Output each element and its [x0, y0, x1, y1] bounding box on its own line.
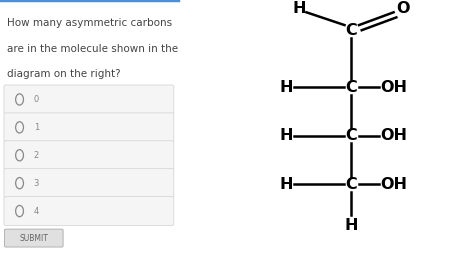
Text: are in the molecule shown in the: are in the molecule shown in the — [7, 44, 178, 54]
Text: diagram on the right?: diagram on the right? — [7, 69, 121, 79]
Text: C: C — [346, 177, 357, 192]
FancyBboxPatch shape — [4, 197, 174, 226]
FancyBboxPatch shape — [4, 113, 174, 142]
Text: 2: 2 — [34, 151, 39, 160]
Text: H: H — [279, 177, 292, 192]
FancyBboxPatch shape — [4, 85, 174, 114]
Text: SUBMIT: SUBMIT — [19, 233, 48, 243]
Text: C: C — [346, 80, 357, 94]
Text: 1: 1 — [34, 123, 39, 132]
Text: H: H — [293, 2, 306, 16]
Text: H: H — [345, 218, 358, 233]
Text: OH: OH — [380, 128, 407, 143]
FancyBboxPatch shape — [4, 169, 174, 198]
Text: H: H — [279, 128, 292, 143]
Text: C: C — [346, 23, 357, 38]
FancyBboxPatch shape — [4, 229, 63, 247]
Text: 3: 3 — [34, 179, 39, 188]
Text: H: H — [279, 80, 292, 94]
Text: 4: 4 — [34, 207, 39, 216]
FancyBboxPatch shape — [4, 141, 174, 170]
Text: C: C — [346, 128, 357, 143]
Text: O: O — [396, 2, 410, 16]
Text: How many asymmetric carbons: How many asymmetric carbons — [7, 18, 172, 28]
Text: OH: OH — [380, 80, 407, 94]
Text: OH: OH — [380, 177, 407, 192]
Text: 0: 0 — [34, 95, 39, 104]
